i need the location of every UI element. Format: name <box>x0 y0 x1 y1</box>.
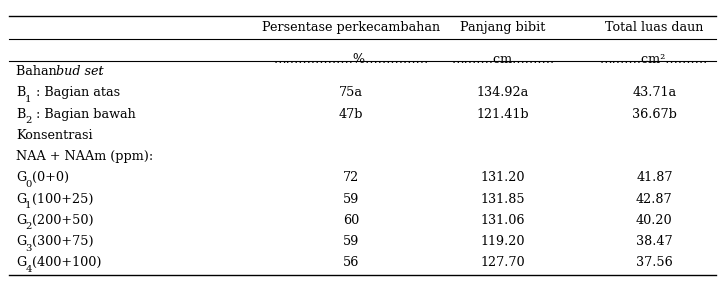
Text: : Bagian atas: : Bagian atas <box>33 86 120 99</box>
Text: Panjang bibit: Panjang bibit <box>460 21 545 34</box>
Text: (0+0): (0+0) <box>33 171 70 184</box>
Text: 36.67b: 36.67b <box>632 108 676 121</box>
Text: 37.56: 37.56 <box>636 256 673 269</box>
Text: G: G <box>16 171 26 184</box>
Text: 75a: 75a <box>339 86 363 99</box>
Text: bud set: bud set <box>57 65 104 78</box>
Text: 59: 59 <box>343 193 360 206</box>
Text: B: B <box>16 86 25 99</box>
Text: 2: 2 <box>25 116 32 125</box>
Text: :: : <box>94 65 103 78</box>
Text: 127.70: 127.70 <box>481 256 525 269</box>
Text: 72: 72 <box>343 171 360 184</box>
Text: 3: 3 <box>25 244 32 253</box>
Text: ……….cm²……….: ……….cm²………. <box>600 53 708 66</box>
Text: G: G <box>16 193 26 206</box>
Text: G: G <box>16 214 26 227</box>
Text: 131.20: 131.20 <box>481 171 525 184</box>
Text: 59: 59 <box>343 235 360 248</box>
Text: 56: 56 <box>343 256 360 269</box>
Text: 119.20: 119.20 <box>481 235 525 248</box>
Text: (400+100): (400+100) <box>33 256 102 269</box>
Text: NAA + NAAm (ppm):: NAA + NAAm (ppm): <box>16 150 153 163</box>
Text: 38.47: 38.47 <box>636 235 673 248</box>
Text: 0: 0 <box>25 180 32 189</box>
Text: G: G <box>16 256 26 269</box>
Text: Konsentrasi: Konsentrasi <box>16 129 93 142</box>
Text: Bahan: Bahan <box>16 65 61 78</box>
Text: Total luas daun: Total luas daun <box>605 21 703 34</box>
Text: B: B <box>16 108 25 121</box>
Text: 43.71a: 43.71a <box>632 86 676 99</box>
Text: (300+75): (300+75) <box>33 235 94 248</box>
Text: (200+50): (200+50) <box>33 214 94 227</box>
Text: 41.87: 41.87 <box>636 171 673 184</box>
Text: 2: 2 <box>25 222 32 231</box>
Text: 1: 1 <box>25 201 32 210</box>
Text: 47b: 47b <box>339 108 363 121</box>
Text: 40.20: 40.20 <box>636 214 673 227</box>
Text: (100+25): (100+25) <box>33 193 94 206</box>
Text: ……….cm……….: ……….cm………. <box>451 53 555 66</box>
Text: 121.41b: 121.41b <box>476 108 529 121</box>
Text: : Bagian bawah: : Bagian bawah <box>33 108 136 121</box>
Text: 131.06: 131.06 <box>481 214 525 227</box>
Text: 42.87: 42.87 <box>636 193 673 206</box>
Text: 60: 60 <box>343 214 360 227</box>
Text: G: G <box>16 235 26 248</box>
Text: 134.92a: 134.92a <box>477 86 529 99</box>
Text: Persentase perkecambahan: Persentase perkecambahan <box>262 21 440 34</box>
Text: ……………….%……………: ……………….%…………… <box>273 53 429 66</box>
Text: 131.85: 131.85 <box>481 193 525 206</box>
Text: 4: 4 <box>25 265 32 274</box>
Text: 1: 1 <box>25 95 32 104</box>
